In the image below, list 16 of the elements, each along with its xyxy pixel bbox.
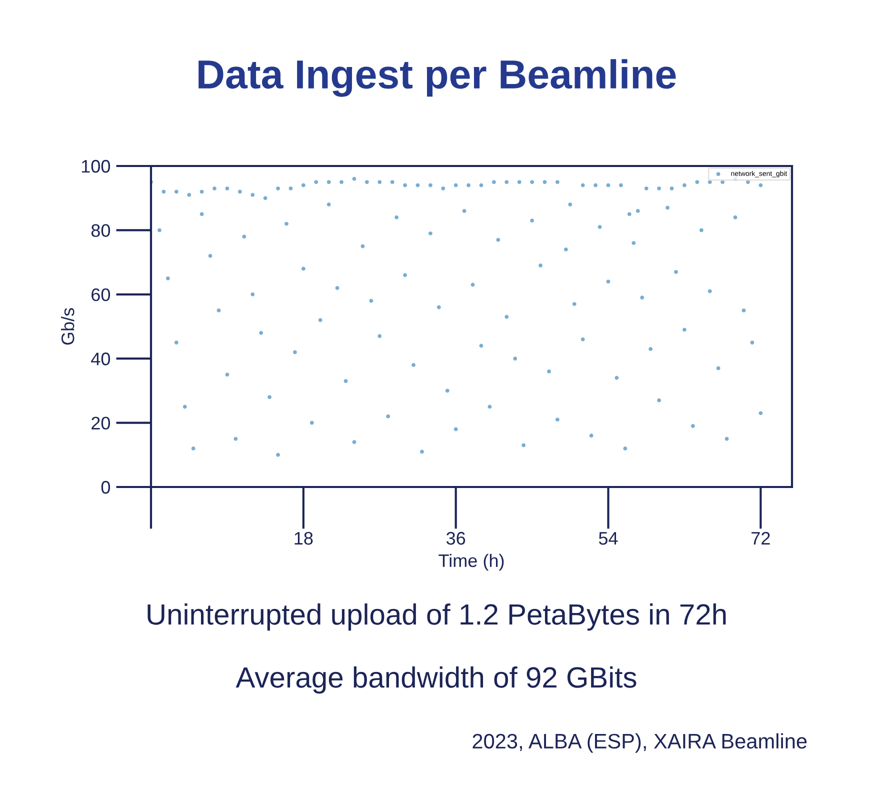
text: 2023, ALBA (ESP), XAIRA Beamline	[472, 733, 807, 753]
y-tick-label: 20	[92, 416, 110, 430]
x-tick-label: 54	[598, 532, 618, 545]
y-tick-label: 100	[82, 160, 110, 173]
chart-title: Data Ingest per Beamline	[198, 59, 676, 97]
y-tick-label: 40	[91, 352, 110, 366]
text: Uninterrupted upload of 1.2 PetaBytes in 72h	[148, 603, 726, 631]
y-tick-label: 60	[92, 288, 110, 302]
y-tick-label: 0	[101, 480, 110, 494]
y-tick-label: 80	[91, 224, 110, 237]
x-axis-title: Time (h)	[438, 554, 504, 571]
x-tick-label: 72	[752, 532, 770, 545]
text: Average bandwidth of 92 GBits	[236, 666, 636, 694]
x-tick-label: 36	[446, 532, 466, 545]
x-tick-label: 18	[294, 532, 313, 545]
y-axis-title: Gb/s	[60, 308, 74, 345]
